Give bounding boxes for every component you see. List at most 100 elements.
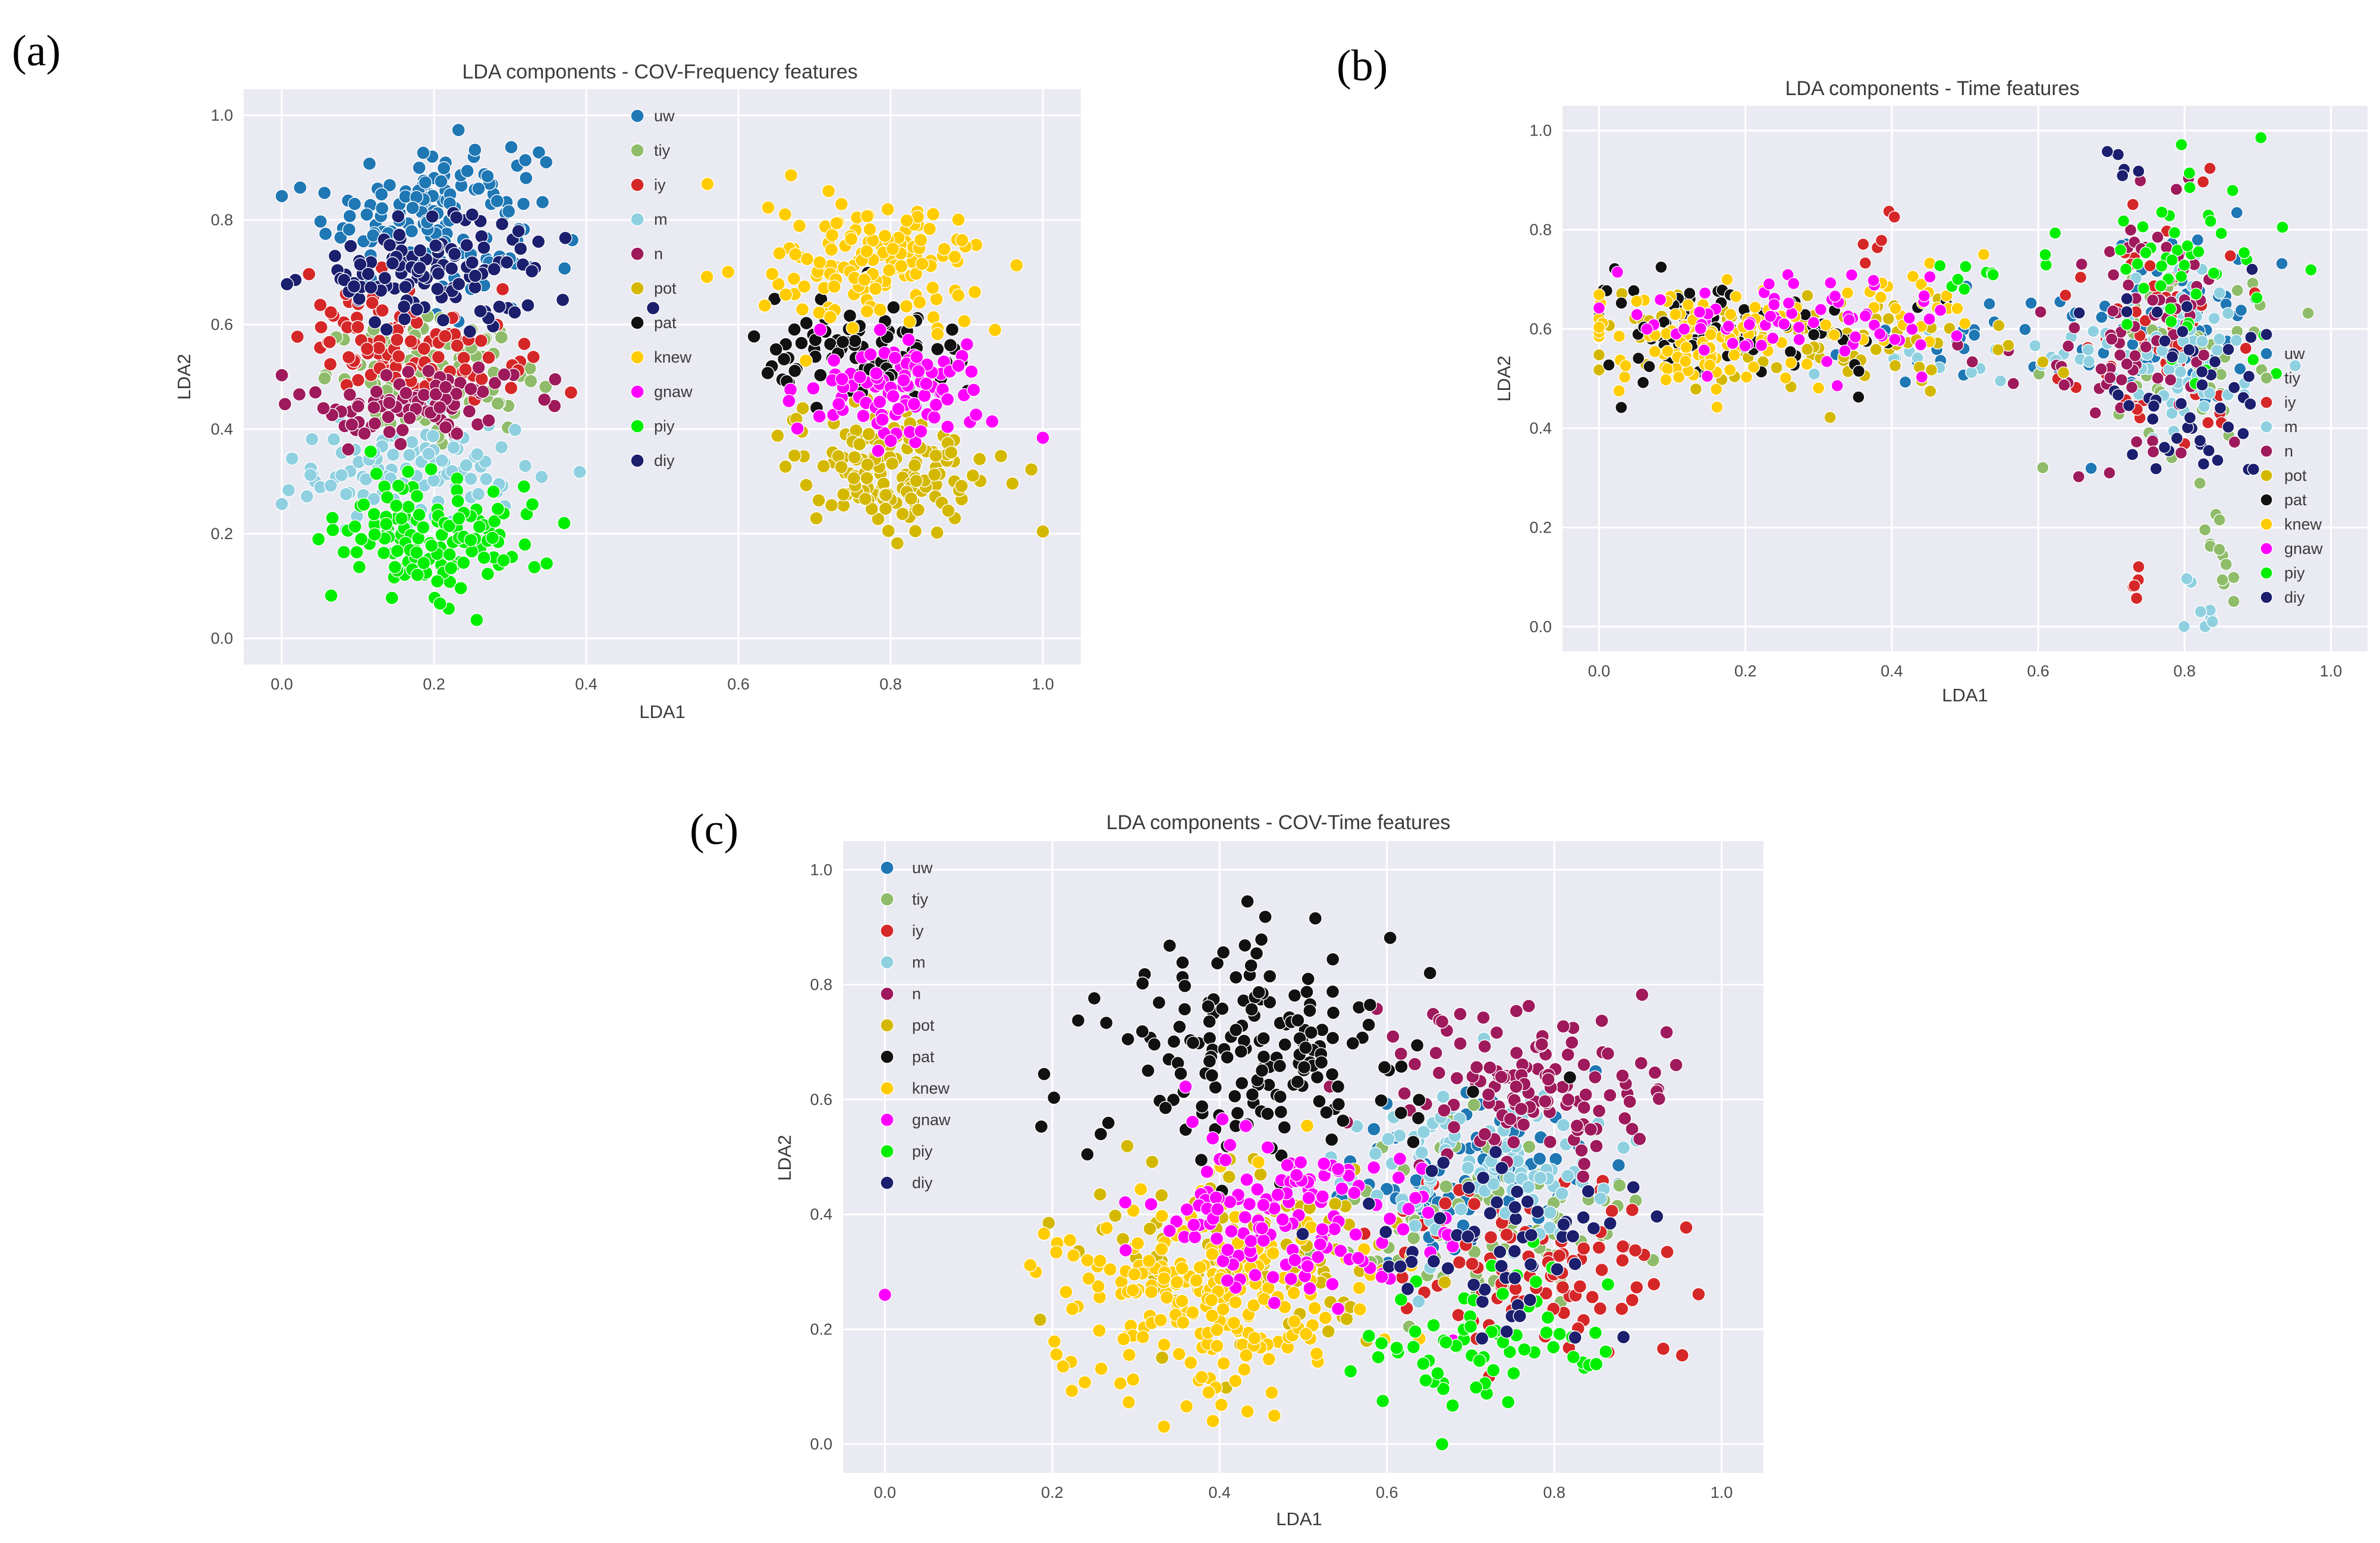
x-tick-label-a-1: 0.2	[423, 675, 445, 693]
point-uw-b-76	[1967, 329, 1981, 342]
point-tiy-c-41	[1439, 1179, 1453, 1194]
point-iy-a-81	[372, 341, 386, 355]
point-knew-b-115	[1958, 317, 1972, 330]
point-pot-a-113	[799, 478, 813, 492]
point-piy-c-5	[1601, 1277, 1615, 1292]
point-gnaw-c-38	[1325, 1277, 1340, 1292]
point-tiy-a-26	[524, 374, 538, 388]
legend-marker-tiy-b	[2260, 371, 2273, 385]
point-piy-c-13	[1375, 1394, 1390, 1408]
point-m-c-11	[1411, 1295, 1426, 1309]
point-pat-b-17	[1615, 401, 1628, 414]
point-pat-c-107	[1147, 1037, 1162, 1051]
point-knew-a-148	[829, 216, 844, 231]
point-piy-b-58	[2039, 248, 2052, 262]
point-pat-c-68	[1238, 938, 1252, 953]
point-diy-b-19	[2170, 432, 2184, 445]
point-gnaw-b-41	[1768, 298, 1781, 311]
point-piy-a-139	[433, 596, 447, 611]
point-piy-c-40	[1430, 1366, 1445, 1381]
legend-marker-pot-c	[880, 1018, 894, 1032]
point-tiy-b-8	[2302, 307, 2315, 320]
point-knew-c-149	[1136, 1330, 1150, 1344]
point-gnaw-a-73	[910, 349, 924, 364]
legend-marker-piy-c	[880, 1144, 894, 1158]
x-axis-label-b: LDA1	[1942, 685, 1988, 706]
point-gnaw-c-133	[1187, 1217, 1201, 1232]
point-pat-c-48	[1162, 939, 1177, 953]
point-knew-c-187	[1352, 1281, 1366, 1295]
point-knew-c-167	[1176, 1315, 1190, 1330]
legend-label-m-a: m	[654, 210, 668, 228]
point-diy-c-21	[1461, 1180, 1476, 1195]
point-diy-b-6	[2120, 292, 2133, 306]
point-knew-b-48	[1592, 288, 1606, 301]
point-diy-b-21	[2244, 398, 2257, 411]
point-pat-c-3	[1394, 1106, 1408, 1120]
legend-label-pot-c: pot	[912, 1016, 935, 1034]
point-n-b-49	[2103, 466, 2116, 480]
point-diy-c-8	[1568, 1257, 1582, 1271]
point-knew-c-213	[1155, 1209, 1169, 1223]
point-pat-c-19	[1172, 1019, 1187, 1034]
point-n-c-43	[1507, 1135, 1521, 1150]
point-piy-a-90	[390, 544, 404, 558]
point-diy-a-80	[431, 266, 445, 281]
point-piy-b-30	[2207, 266, 2221, 280]
point-pat-c-146	[1272, 1059, 1287, 1073]
legend-marker-iy-a	[630, 178, 644, 192]
legend-marker-pot-a	[630, 281, 644, 295]
point-iy-b-42	[2201, 416, 2215, 429]
point-pat-c-166	[1135, 1024, 1150, 1039]
point-uw-b-52	[2234, 304, 2248, 317]
point-gnaw-b-18	[1820, 355, 1834, 368]
point-knew-a-142	[878, 229, 892, 243]
point-gnaw-c-9	[1215, 1112, 1230, 1126]
point-n-c-90	[1432, 1066, 1447, 1080]
point-iy-b-70	[2128, 579, 2141, 593]
point-iy-a-98	[360, 342, 375, 356]
point-piy-a-80	[480, 566, 495, 581]
point-n-a-84	[403, 411, 417, 425]
point-n-a-47	[367, 416, 382, 431]
point-gnaw-c-149	[1315, 1222, 1329, 1237]
point-knew-c-121	[1179, 1399, 1194, 1413]
point-n-c-106	[1577, 1100, 1592, 1115]
point-knew-c-141	[1156, 1419, 1171, 1434]
point-gnaw-a-41	[826, 353, 841, 368]
point-pat-c-52	[1258, 909, 1272, 924]
point-pat-c-156	[1252, 985, 1266, 1000]
point-piy-a-73	[518, 537, 532, 552]
point-knew-a-139	[860, 244, 874, 259]
point-pot-b-83	[1800, 343, 1814, 356]
point-uw-a-13	[532, 145, 546, 160]
point-knew-a-71	[795, 302, 810, 317]
point-diy-a-112	[495, 217, 510, 231]
point-pat-a-52	[886, 300, 901, 314]
point-m-b-57	[2211, 344, 2224, 357]
legend-marker-n-c	[880, 987, 894, 1001]
x-ticks-a: 0.0 0.2 0.4 0.6 0.8 1.0	[271, 675, 1054, 693]
legend-marker-pat-a	[630, 316, 644, 330]
point-n-a-80	[367, 401, 381, 415]
y-tick-label-c-5: 1.0	[810, 861, 832, 878]
point-iy-c-89	[1593, 1301, 1608, 1316]
y-tick-label-c-0: 0.0	[810, 1435, 832, 1453]
point-diy-a-59	[468, 269, 482, 283]
point-n-c-96	[1635, 987, 1649, 1002]
legend-marker-diy-a	[630, 454, 644, 468]
point-piy-b-35	[2120, 318, 2134, 331]
point-knew-a-138	[1010, 258, 1024, 272]
point-piy-c-50	[1507, 1366, 1521, 1381]
point-gnaw-b-8	[1793, 333, 1806, 346]
legend-marker-piy-a	[630, 419, 644, 433]
point-n-c-87	[1541, 1072, 1555, 1087]
point-diy-a-100	[413, 261, 427, 275]
point-knew-c-99	[1206, 1414, 1220, 1428]
point-m-b-58	[2082, 344, 2095, 357]
point-piy-a-127	[357, 497, 371, 512]
point-uw-a-122	[382, 178, 397, 193]
point-gnaw-b-42	[1611, 266, 1624, 279]
point-iy-b-43	[2143, 259, 2156, 272]
point-iy-a-52	[290, 329, 304, 344]
